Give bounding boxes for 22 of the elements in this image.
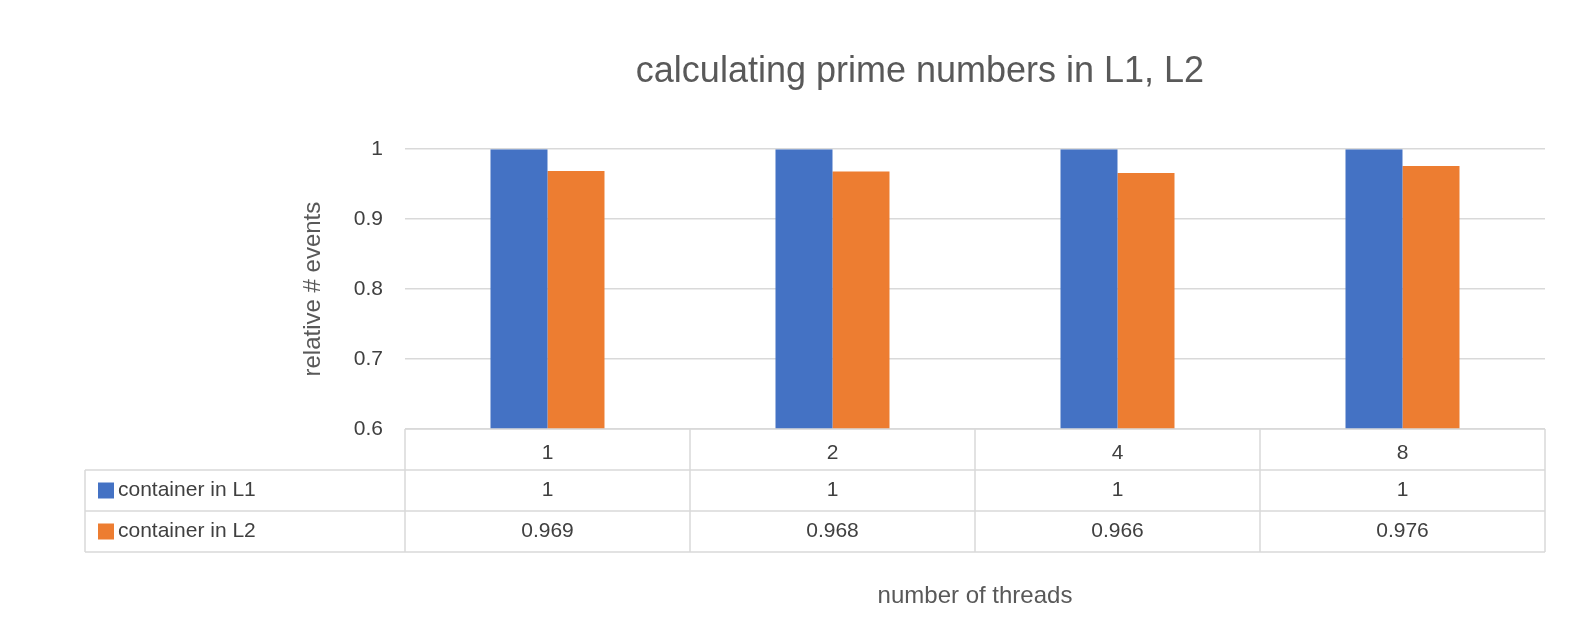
data-label: 1 bbox=[541, 477, 554, 501]
legend-label: container in L1 bbox=[118, 477, 256, 501]
y-tick-label: 0.7 bbox=[353, 345, 383, 369]
data-label: 1 bbox=[826, 477, 839, 501]
data-label: 1 bbox=[1111, 477, 1124, 501]
y-tick-label: 1 bbox=[371, 136, 383, 159]
y-tick-label: 0.8 bbox=[353, 275, 383, 299]
chart-title: calculating prime numbers in L1, L2 bbox=[635, 48, 1205, 90]
data-label: 0.966 bbox=[1091, 518, 1144, 542]
data-label: 1 bbox=[1396, 477, 1409, 501]
data-label: 0.976 bbox=[1376, 518, 1429, 542]
x-tick-label: 2 bbox=[826, 440, 839, 464]
x-tick-label: 8 bbox=[1396, 440, 1409, 464]
y-tick-label: 0.6 bbox=[353, 415, 383, 439]
x-axis-title: number of threads bbox=[877, 581, 1073, 609]
data-label: 0.968 bbox=[806, 518, 859, 542]
x-tick-label: 1 bbox=[541, 440, 554, 464]
x-tick-label: 4 bbox=[1111, 440, 1124, 464]
legend-label: container in L2 bbox=[118, 518, 256, 542]
y-tick-label: 0.9 bbox=[353, 205, 383, 229]
data-label: 0.969 bbox=[521, 518, 574, 542]
y-axis-title: relative # events bbox=[298, 201, 326, 377]
